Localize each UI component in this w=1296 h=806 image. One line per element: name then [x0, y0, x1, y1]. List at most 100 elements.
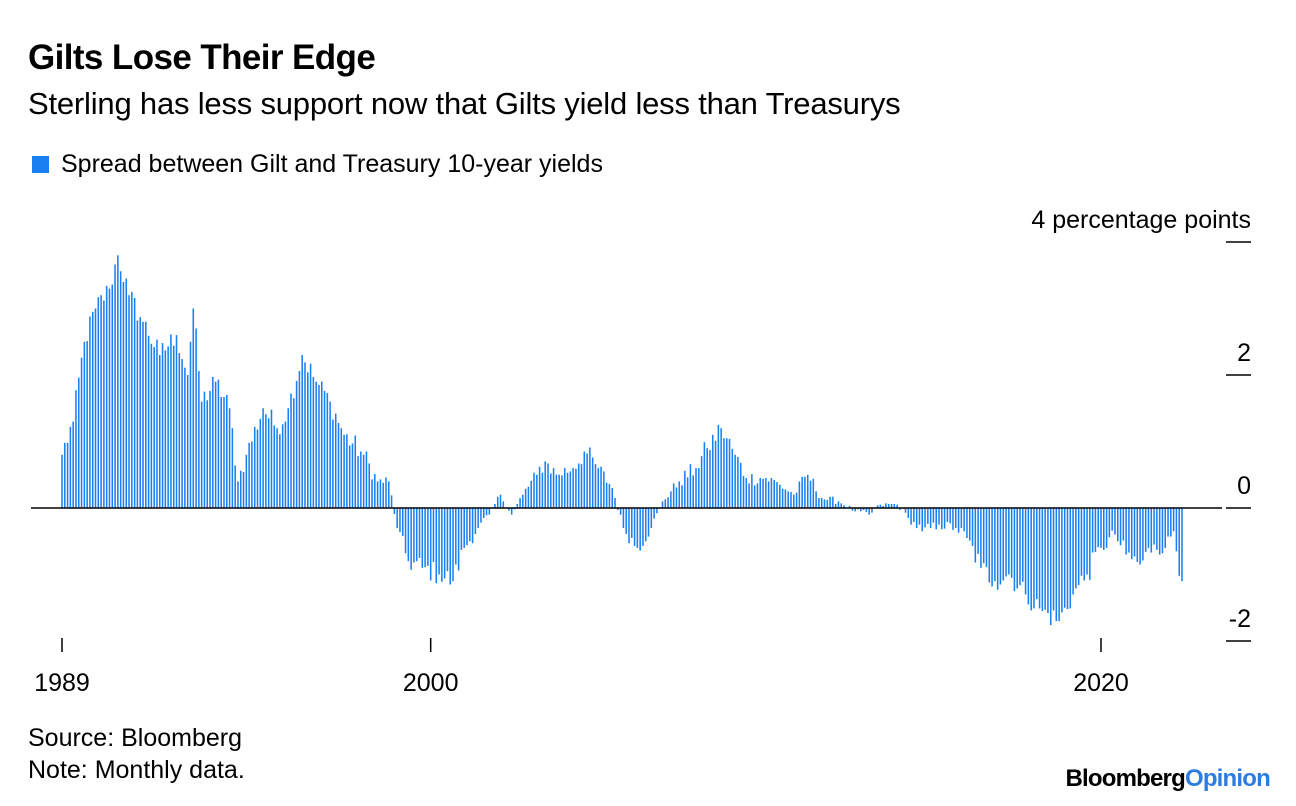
y-tick-label: 2	[1237, 339, 1251, 367]
bar	[374, 474, 376, 508]
bar	[164, 350, 167, 508]
bar	[1108, 508, 1111, 538]
bar	[332, 419, 334, 508]
bar	[1097, 508, 1099, 548]
bar	[181, 359, 183, 508]
bar	[689, 464, 692, 508]
bar	[843, 505, 845, 508]
bar	[508, 508, 510, 511]
bar	[921, 508, 924, 532]
bar	[832, 496, 834, 508]
bar	[122, 281, 125, 508]
bar	[351, 443, 354, 508]
bar	[343, 434, 345, 508]
bar	[829, 496, 831, 508]
bar	[145, 321, 147, 508]
footer: Source: Bloomberg Note: Monthly data.	[28, 722, 245, 786]
bar	[178, 353, 181, 508]
bar	[136, 320, 139, 508]
bar	[1153, 508, 1155, 545]
bar	[611, 488, 613, 508]
bar	[452, 508, 454, 582]
bar	[150, 343, 153, 508]
bar	[798, 481, 801, 508]
bar	[435, 508, 438, 584]
bar	[524, 488, 527, 508]
bar	[1041, 508, 1044, 612]
bar	[876, 505, 879, 508]
bar	[131, 291, 133, 509]
bar	[362, 454, 365, 508]
legend-label: Spread between Gilt and Treasury 10-year…	[61, 150, 603, 178]
bar	[938, 508, 940, 525]
bar	[804, 476, 806, 508]
bar	[223, 396, 225, 508]
bar	[477, 508, 479, 528]
bar	[1016, 508, 1018, 589]
bar	[1024, 508, 1027, 595]
bar	[703, 442, 706, 508]
bar	[667, 497, 669, 508]
x-tick-label: 2020	[1073, 669, 1129, 697]
bar	[541, 472, 544, 508]
bar	[848, 506, 851, 508]
bar	[460, 508, 463, 550]
bar	[77, 377, 80, 508]
bar	[1052, 508, 1055, 611]
bar	[890, 504, 893, 508]
bar	[1116, 508, 1119, 542]
bar	[206, 400, 209, 508]
bar	[865, 508, 868, 512]
bar	[818, 498, 820, 508]
bar	[600, 466, 602, 508]
x-axis: 1989 2000 2020	[34, 638, 1129, 697]
bar	[555, 474, 558, 508]
bar	[723, 438, 725, 508]
bar	[820, 498, 823, 508]
bar	[75, 390, 77, 508]
bar	[698, 468, 700, 508]
bar	[192, 308, 195, 508]
bar	[209, 390, 211, 508]
bar	[536, 474, 538, 508]
bar	[239, 470, 242, 508]
bar	[61, 454, 63, 508]
bar	[189, 341, 192, 508]
bar	[139, 317, 141, 508]
bar	[432, 508, 435, 562]
bar	[360, 451, 362, 508]
bar	[996, 508, 999, 590]
bar	[161, 343, 164, 508]
bar	[826, 500, 829, 508]
bar	[642, 508, 644, 546]
bar	[231, 428, 234, 508]
bar	[226, 394, 228, 508]
bar	[887, 504, 890, 508]
bar	[1019, 508, 1021, 586]
bar	[469, 508, 471, 542]
bar	[980, 508, 982, 568]
bar	[924, 508, 926, 528]
bar	[1144, 508, 1147, 552]
bar	[1010, 508, 1013, 578]
bar	[413, 508, 415, 563]
bar	[396, 508, 398, 528]
bar	[538, 466, 541, 508]
bar	[1044, 508, 1046, 610]
bar	[773, 480, 775, 508]
bar	[86, 341, 88, 508]
bar	[1094, 508, 1097, 552]
bar	[650, 508, 653, 528]
bar	[198, 371, 200, 508]
bar	[552, 468, 555, 508]
bar	[357, 456, 359, 508]
bar	[519, 498, 521, 508]
bar	[337, 422, 340, 508]
bar	[1114, 508, 1116, 535]
bar	[1181, 508, 1183, 582]
bar	[385, 477, 387, 508]
bar	[499, 494, 502, 508]
bar	[267, 418, 270, 508]
legend: Spread between Gilt and Treasury 10-year…	[32, 150, 603, 179]
bar	[401, 508, 404, 536]
